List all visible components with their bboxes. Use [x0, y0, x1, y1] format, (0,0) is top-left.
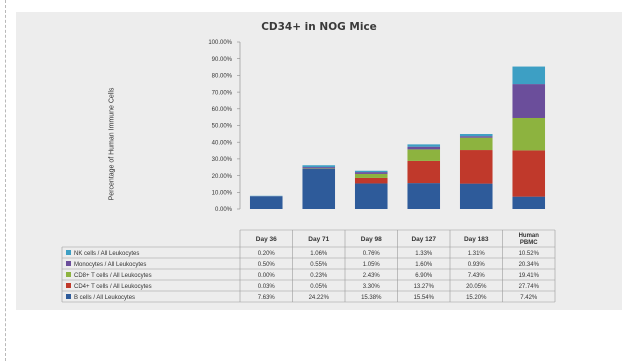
- bar-segment: [354, 173, 388, 178]
- chart-panel: CD34+ in NOG Mice Percentage of Human Im…: [16, 12, 622, 310]
- data-label: 0.20%: [258, 251, 276, 257]
- bar-segment: [354, 172, 388, 174]
- legend-swatch: [66, 294, 71, 299]
- legend-series-name: NK cells / All Leukocytes: [74, 251, 139, 257]
- data-label: 0.76%: [363, 251, 381, 257]
- y-tick-label: 70.00%: [212, 90, 233, 96]
- bar-segment: [354, 183, 388, 209]
- legend-series-name: CD4+ T cells / All Leukocytes: [74, 284, 152, 290]
- bar-segment: [407, 144, 441, 147]
- y-tick-label: 10.00%: [212, 191, 233, 197]
- data-label: 15.38%: [361, 295, 382, 301]
- data-label: 1.33%: [415, 251, 433, 257]
- category-label: Day 71: [308, 236, 329, 243]
- category-label: Day 36: [256, 236, 277, 243]
- y-tick-label: 80.00%: [212, 74, 233, 80]
- bar-segment: [512, 84, 546, 118]
- y-tick-label: 60.00%: [212, 107, 233, 113]
- data-label: 0.93%: [468, 262, 486, 268]
- bar-segment: [512, 66, 546, 85]
- legend-series-name: CD8+ T cells / All Leukocytes: [74, 273, 152, 279]
- category-label: Human: [519, 233, 540, 239]
- data-label: 0.00%: [258, 273, 276, 279]
- y-tick-label: 90.00%: [212, 57, 233, 63]
- data-label: 19.41%: [519, 273, 540, 279]
- category-label: Day 127: [411, 236, 436, 243]
- data-label: 1.05%: [363, 262, 381, 268]
- data-label: 0.05%: [310, 284, 328, 290]
- bar-segment: [459, 137, 493, 151]
- bar-segment: [512, 150, 546, 197]
- y-tick-label: 20.00%: [212, 174, 233, 180]
- category-label: Day 98: [361, 236, 382, 243]
- data-label: 0.50%: [258, 262, 276, 268]
- legend-swatch: [66, 272, 71, 277]
- bar-segment: [302, 168, 336, 209]
- legend-swatch: [66, 283, 71, 288]
- bar-segment: [459, 150, 493, 184]
- bar-segment: [302, 165, 336, 168]
- bar-segment: [459, 134, 493, 137]
- data-label: 0.55%: [310, 262, 328, 268]
- y-tick-label: 50.00%: [212, 124, 233, 130]
- data-label: 1.06%: [310, 251, 328, 257]
- legend-swatch: [66, 250, 71, 255]
- y-tick-label: 40.00%: [212, 140, 233, 146]
- bar-segment: [459, 183, 493, 209]
- data-label: 7.42%: [520, 295, 538, 301]
- data-label: 24.22%: [309, 295, 330, 301]
- data-label: 13.27%: [414, 284, 435, 290]
- data-label: 20.05%: [466, 284, 487, 290]
- category-label: Day 183: [464, 236, 489, 243]
- data-label: 27.74%: [519, 284, 540, 290]
- data-label: 7.43%: [468, 273, 486, 279]
- bar-segment: [354, 177, 388, 184]
- data-label: 10.52%: [519, 251, 540, 257]
- data-label: 1.60%: [415, 262, 433, 268]
- page-margin-guide: [5, 0, 6, 361]
- bar-segment: [354, 170, 388, 173]
- y-tick-label: 0.00%: [215, 207, 233, 213]
- data-label: 15.20%: [466, 295, 487, 301]
- data-label: 7.63%: [258, 295, 276, 301]
- bar-segment: [407, 183, 441, 209]
- legend-series-name: Monocytes / All Leukocytes: [74, 262, 146, 268]
- bar-segment: [407, 160, 441, 184]
- bar-segment: [249, 196, 283, 209]
- bar-segment: [512, 196, 546, 209]
- data-label: 0.23%: [310, 273, 328, 279]
- legend-swatch: [66, 261, 71, 266]
- data-label: 20.34%: [519, 262, 540, 268]
- chart-title: CD34+ in NOG Mice: [261, 21, 377, 33]
- data-label: 15.54%: [414, 295, 435, 301]
- stacked-bar-plot: 0.00% 10.00% 20.00% 30.00% 40.00% 50.00% 60.00…: [208, 40, 546, 213]
- data-label: 6.90%: [415, 273, 433, 279]
- data-table: Day 36 Day 71 Day 98 Day 127 Day 183 HumanPBM…: [61, 229, 556, 303]
- bar-segment: [407, 146, 441, 150]
- bar-segment: [512, 117, 546, 151]
- y-tick-label: 100.00%: [208, 40, 232, 46]
- bar-segment: [302, 167, 336, 169]
- category-label: PBMC: [520, 240, 538, 246]
- bar-segment: [459, 136, 493, 138]
- legend-series-name: B cells / All Leukocytes: [74, 295, 135, 301]
- bar-segment: [407, 149, 441, 161]
- y-tick-label: 30.00%: [212, 157, 233, 163]
- data-label: 0.03%: [258, 284, 276, 290]
- data-label: 1.31%: [468, 251, 486, 257]
- data-label: 2.43%: [363, 273, 381, 279]
- data-label: 3.30%: [363, 284, 381, 290]
